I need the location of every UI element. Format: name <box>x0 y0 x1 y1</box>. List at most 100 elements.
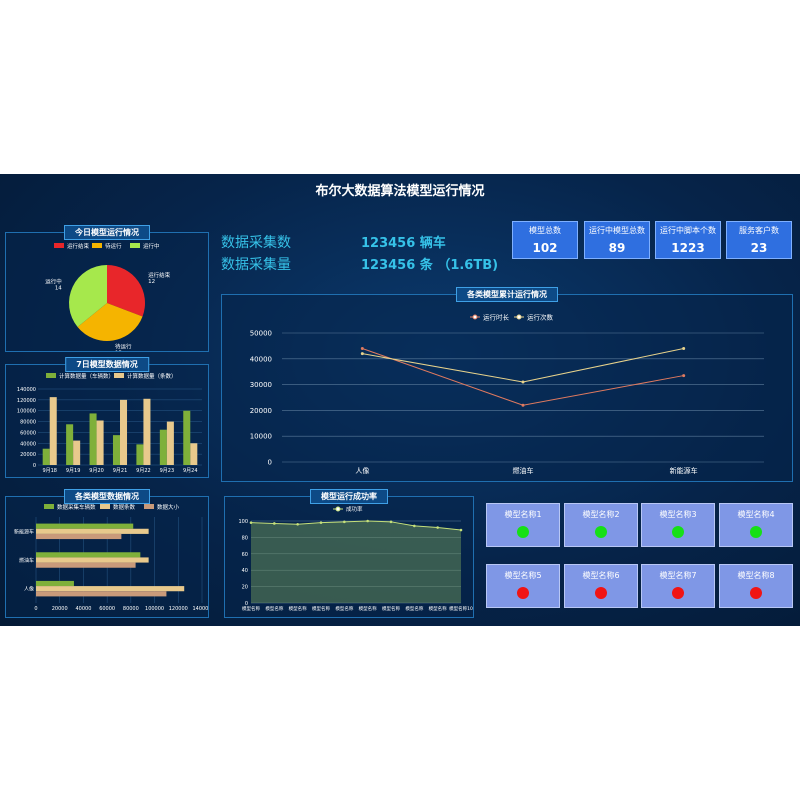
legend-marker <box>516 314 522 320</box>
y-tick-label: 40 <box>242 568 248 574</box>
x-tick-label: 燃油车 <box>513 466 534 475</box>
x-tick-label: 模型名称 <box>405 605 423 612</box>
model-card[interactable]: 模型名称1 <box>486 503 560 547</box>
pie-slice <box>69 265 107 328</box>
bar <box>166 421 174 465</box>
legend-label: 运行时长 <box>483 313 510 322</box>
kpi-label: 运行中模型总数 <box>589 226 645 235</box>
model-name: 模型名称8 <box>737 571 775 580</box>
y-tick-label: 120000 <box>17 398 36 404</box>
y-tick-label: 140000 <box>17 387 36 393</box>
pie-value-label: 14 <box>55 285 62 291</box>
model-card[interactable]: 模型名称4 <box>719 503 793 547</box>
status-dot-icon <box>750 526 762 538</box>
status-dot-icon <box>517 526 529 538</box>
x-tick-label: 20000 <box>52 606 68 612</box>
weekly-bar-title: 7日模型数据情况 <box>65 357 149 372</box>
y-tick-label: 80 <box>242 535 248 541</box>
series-line <box>250 520 462 531</box>
x-tick-label: 80000 <box>123 606 139 612</box>
legend-label: 数据采集车辆数 <box>57 503 96 511</box>
legend-swatch <box>54 243 64 248</box>
bar <box>36 562 136 568</box>
model-card[interactable]: 模型名称2 <box>564 503 638 547</box>
kpi-value: 102 <box>532 241 558 255</box>
kpi-running-scripts: 运行中脚本个数 1223 <box>655 221 721 259</box>
data-point <box>249 521 253 524</box>
model-name: 模型名称7 <box>659 571 697 580</box>
bar <box>112 435 120 465</box>
kpi-model-total: 模型总数 102 <box>512 221 578 259</box>
model-bar-chart: 数据采集车辆数 数据条数 数据大小 0 20000 40000 60000 80000 1000… <box>14 503 212 612</box>
bar <box>36 591 167 597</box>
x-tick-label: 模型名称10 <box>449 605 473 612</box>
x-tick-label: 0 <box>34 606 37 612</box>
area-fill <box>251 521 461 603</box>
legend-label: 运行结束 <box>67 242 90 250</box>
bar <box>36 580 74 587</box>
data-point <box>682 346 686 350</box>
model-bar-title: 各类模型数据情况 <box>64 489 150 504</box>
bar <box>42 448 50 465</box>
model-card[interactable]: 模型名称3 <box>641 503 715 547</box>
series-line <box>362 348 684 406</box>
x-tick-label: 9月23 <box>160 468 175 474</box>
kpi-running-models: 运行中模型总数 89 <box>584 221 650 259</box>
data-point <box>273 522 276 525</box>
kpi-value: 23 <box>750 241 768 255</box>
model-name: 模型名称2 <box>582 510 620 519</box>
model-card[interactable]: 模型名称7 <box>641 564 715 608</box>
model-card[interactable]: 模型名称8 <box>719 564 793 608</box>
runtime-line-title: 各类模型累计运行情况 <box>456 287 558 302</box>
y-tick-label: 0 <box>245 601 248 607</box>
kpi-customers: 服务客户数 23 <box>726 221 792 259</box>
legend-label: 数据大小 <box>157 503 180 511</box>
bar <box>49 397 57 465</box>
bar <box>36 533 122 540</box>
collect-volume-label: 数据采集量 <box>221 257 291 273</box>
y-tick-label: 0 <box>33 463 36 469</box>
legend-swatch <box>46 373 56 378</box>
bar <box>89 413 97 465</box>
legend-label: 计算数据量（车辆数） <box>59 372 114 380</box>
runtime-line-panel: 各类模型累计运行情况 运行时长 运行次数 0 10000 20000 30000 40000… <box>221 287 793 482</box>
pie-slice <box>77 303 143 341</box>
x-tick-label: 模型名称 <box>312 605 330 612</box>
model-bar-panel: 各类模型数据情况 数据采集车辆数 数据条数 数据大小 0 20000 40000 60000… <box>5 489 212 618</box>
model-card[interactable]: 模型名称5 <box>486 564 560 608</box>
y-tick-label: 新能源车 <box>14 528 34 535</box>
data-point <box>413 524 416 528</box>
success-rate-panel: 模型运行成功率 成功率 0 20 40 60 80 100 模型名称 模型名称 模型名称 模型名称模… <box>224 489 474 618</box>
y-tick-label: 0 <box>268 459 272 467</box>
data-point <box>360 346 364 350</box>
x-tick-label: 模型名称 <box>359 605 377 612</box>
x-tick-label: 新能源车 <box>670 466 698 475</box>
data-point <box>521 380 525 384</box>
data-point <box>521 403 525 407</box>
legend-swatch <box>92 243 102 248</box>
status-dot-icon <box>595 526 607 538</box>
y-tick-label: 燃油车 <box>19 557 34 564</box>
data-point <box>459 528 463 532</box>
kpi-label: 服务客户数 <box>739 226 779 235</box>
x-tick-label: 模型名称 <box>335 605 353 612</box>
x-tick-label: 60000 <box>99 606 115 612</box>
y-tick-label: 20000 <box>250 407 272 415</box>
model-name: 模型名称4 <box>737 510 775 519</box>
status-dot-icon <box>672 526 684 538</box>
legend-swatch <box>130 243 140 248</box>
y-tick-label: 100 <box>238 519 248 525</box>
y-tick-label: 80000 <box>20 420 36 426</box>
collect-volume-value: 123456 条 （1.6TB) <box>361 258 499 273</box>
status-dot-icon <box>517 587 529 599</box>
x-tick-label: 9月19 <box>66 468 81 474</box>
legend-marker <box>335 506 341 512</box>
model-card[interactable]: 模型名称6 <box>564 564 638 608</box>
y-tick-label: 100000 <box>17 409 36 415</box>
bar <box>36 552 141 558</box>
pie-label: 运行中 <box>45 277 62 285</box>
bar <box>190 443 198 465</box>
data-point <box>436 526 439 529</box>
pie-panel: 今日模型运行情况 运行结束待运行运行中运行结束12待运行13运行中14 <box>5 225 209 356</box>
bar <box>183 410 191 465</box>
